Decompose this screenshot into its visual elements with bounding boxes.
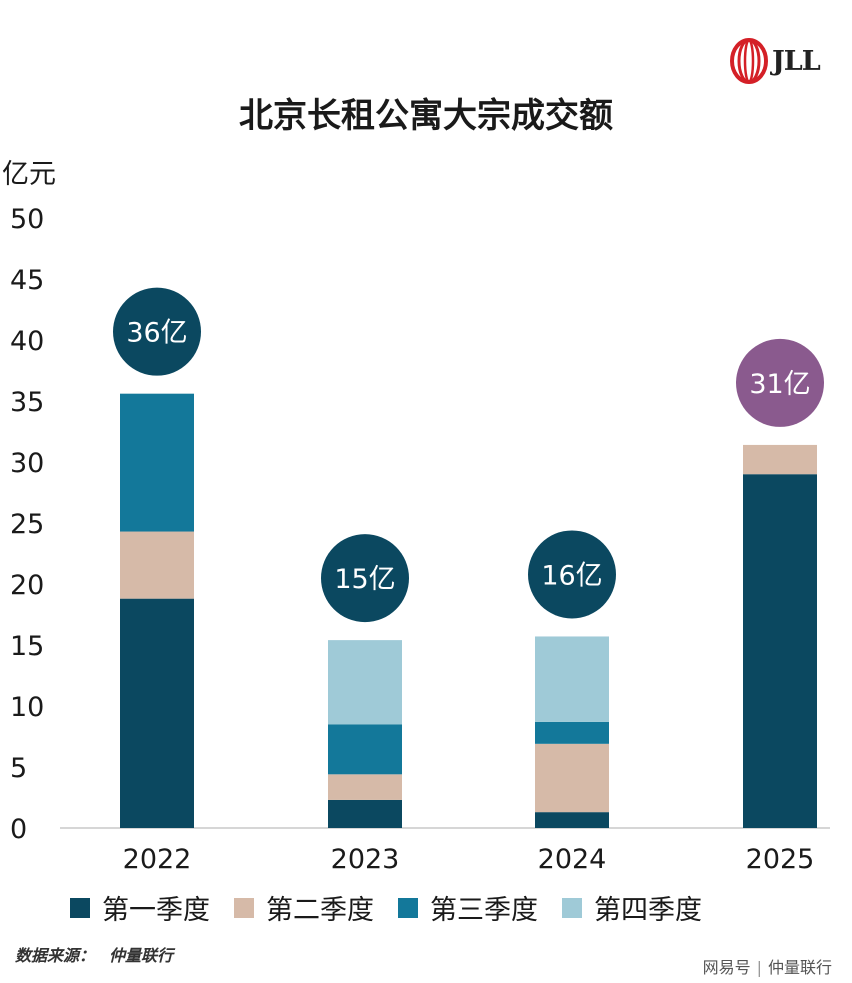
- y-tick-label-35: 35: [10, 387, 44, 418]
- watermark-author: 仲量联行: [767, 958, 832, 977]
- bar-2025-q1: [743, 474, 817, 828]
- jll-logo-mark-icon: [730, 38, 768, 84]
- y-tick-label-50: 50: [10, 204, 44, 235]
- bar-2024-q2: [535, 743, 609, 813]
- total-badge-2025: [736, 338, 824, 427]
- bar-2025-q2: [743, 444, 817, 475]
- y-tick-label-0: 0: [10, 814, 27, 845]
- total-badge-label-2023: 15亿: [334, 564, 395, 595]
- legend-item-q3: 第三季度: [398, 888, 538, 927]
- y-tick-label-5: 5: [10, 753, 27, 784]
- legend-swatch-q4: [562, 897, 582, 918]
- bar-2022-q1: [120, 598, 194, 828]
- y-tick-label-25: 25: [10, 509, 44, 540]
- data-source: 数据来源： 仲量联行: [15, 942, 187, 966]
- jll-logo-text: JLL: [772, 45, 821, 77]
- jll-logo: JLL: [730, 38, 821, 84]
- legend-item-q2: 第二季度: [234, 888, 374, 927]
- bar-2024-q1: [535, 812, 609, 828]
- total-badge-2023: [321, 534, 409, 623]
- legend-swatch-q3: [398, 897, 418, 918]
- bar-2023-q3: [328, 724, 402, 775]
- legend-item-q4: 第四季度: [562, 888, 702, 927]
- legend-label-q2: 第二季度: [266, 895, 374, 926]
- bar-2023-q2: [328, 774, 402, 800]
- x-tick-label-2025: 2025: [746, 844, 815, 875]
- chart-title: 北京长租公寓大宗成交额: [239, 96, 613, 136]
- legend-swatch-q1: [70, 897, 90, 918]
- total-badge-label-2025: 31亿: [749, 369, 810, 400]
- y-axis-unit-label: 亿元: [2, 159, 56, 190]
- x-tick-label-2023: 2023: [331, 844, 400, 875]
- watermark-platform: 网易号: [702, 958, 751, 977]
- legend-label-q1: 第一季度: [102, 895, 210, 926]
- x-tick-label-2024: 2024: [538, 844, 607, 875]
- legend-label-q4: 第四季度: [594, 895, 702, 926]
- watermark-separator: |: [756, 958, 762, 977]
- total-badge-2024: [528, 530, 616, 619]
- data-source-label: 数据来源：: [15, 946, 96, 965]
- legend-swatch-q2: [234, 897, 254, 918]
- y-tick-label-10: 10: [10, 692, 44, 723]
- y-tick-label-40: 40: [10, 326, 44, 357]
- legend-label-q3: 第三季度: [430, 895, 538, 926]
- bar-2024-q3: [535, 721, 609, 744]
- x-tick-label-2022: 2022: [123, 844, 192, 875]
- legend-item-q1: 第一季度: [70, 888, 210, 927]
- y-tick-label-15: 15: [10, 631, 44, 662]
- chart-legend: 第一季度 第二季度 第三季度 第四季度: [70, 888, 726, 927]
- bar-2022-q3: [120, 393, 194, 532]
- bar-2023-q1: [328, 799, 402, 828]
- total-badge-label-2022: 36亿: [126, 318, 187, 349]
- y-tick-label-45: 45: [10, 265, 44, 296]
- bar-2022-q2: [120, 531, 194, 599]
- total-badge-label-2024: 16亿: [541, 560, 602, 591]
- y-tick-label-30: 30: [10, 448, 44, 479]
- y-tick-label-20: 20: [10, 570, 44, 601]
- bar-2024-q4: [535, 636, 609, 722]
- watermark: 网易号 | 仲量联行: [703, 954, 832, 978]
- total-badge-2022: [113, 287, 201, 376]
- data-source-value: 仲量联行: [109, 946, 174, 965]
- bar-2023-q4: [328, 640, 402, 725]
